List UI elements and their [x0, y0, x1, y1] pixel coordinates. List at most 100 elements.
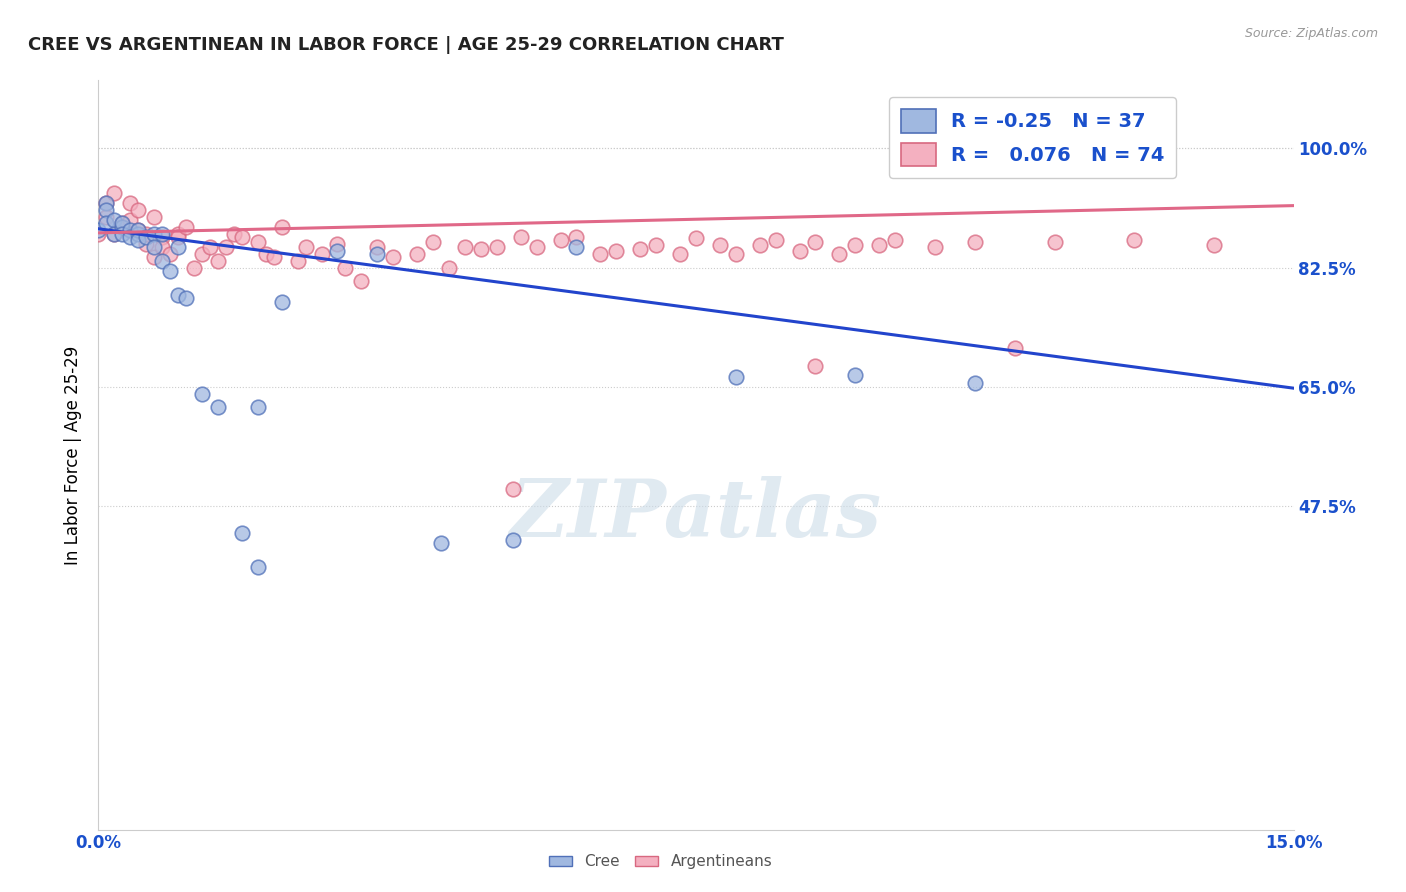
Point [263, 251, 285, 265]
Point [270, 219, 292, 234]
Point [526, 240, 548, 254]
Point [502, 533, 524, 547]
Point [167, 230, 190, 244]
Point [470, 242, 492, 256]
Point [804, 359, 827, 374]
Point [143, 240, 166, 254]
Point [191, 247, 214, 261]
Point [565, 240, 588, 254]
Point [159, 247, 181, 261]
Point [120, 223, 142, 237]
Point [127, 233, 149, 247]
Point [605, 244, 627, 258]
Point [191, 386, 214, 401]
Point [127, 202, 149, 217]
Point [254, 247, 277, 261]
Point [382, 251, 405, 265]
Point [167, 288, 190, 302]
Point [174, 291, 197, 305]
Point [135, 230, 157, 244]
Point [963, 376, 986, 391]
Point [335, 260, 357, 275]
Point [709, 238, 731, 252]
Point [231, 230, 253, 244]
Point [103, 227, 125, 241]
Point [103, 227, 125, 241]
Point [454, 240, 477, 254]
Point [135, 227, 157, 241]
Point [167, 227, 190, 241]
Point [311, 247, 333, 261]
Point [231, 526, 253, 541]
Point [96, 202, 118, 217]
Text: CREE VS ARGENTINEAN IN LABOR FORCE | AGE 25-29 CORRELATION CHART: CREE VS ARGENTINEAN IN LABOR FORCE | AGE… [28, 36, 785, 54]
Point [246, 235, 269, 250]
Point [924, 240, 946, 254]
Point [150, 253, 173, 268]
Point [167, 240, 190, 254]
Point [502, 482, 524, 496]
Point [207, 253, 229, 268]
Point [350, 274, 373, 288]
Point [326, 236, 349, 251]
Point [198, 240, 221, 254]
Point [103, 186, 125, 200]
Point [437, 260, 460, 275]
Point [565, 230, 588, 244]
Point [366, 240, 388, 254]
Y-axis label: In Labor Force | Age 25-29: In Labor Force | Age 25-29 [65, 345, 83, 565]
Point [422, 235, 444, 250]
Point [111, 216, 134, 230]
Point [724, 247, 747, 261]
Point [143, 251, 166, 265]
Point [1004, 341, 1026, 355]
Point [1202, 238, 1225, 252]
Point [120, 195, 142, 210]
Point [103, 213, 125, 227]
Point [96, 216, 118, 230]
Point [111, 227, 134, 241]
Point [430, 536, 453, 550]
Point [127, 223, 149, 237]
Point [804, 235, 827, 250]
Point [183, 260, 205, 275]
Point [765, 233, 787, 247]
Point [884, 233, 907, 247]
Point [485, 240, 508, 254]
Point [143, 227, 166, 241]
Legend: Cree, Argentineans: Cree, Argentineans [543, 848, 779, 875]
Point [143, 210, 166, 224]
Point [246, 560, 269, 574]
Point [550, 233, 572, 247]
Point [789, 244, 811, 258]
Point [127, 223, 149, 237]
Point [628, 242, 651, 256]
Point [406, 247, 429, 261]
Point [509, 230, 531, 244]
Point [685, 231, 707, 245]
Point [174, 219, 197, 234]
Point [87, 223, 110, 237]
Point [844, 238, 866, 252]
Point [963, 235, 986, 250]
Point [111, 219, 134, 234]
Point [111, 216, 134, 230]
Point [270, 294, 292, 309]
Point [326, 244, 349, 258]
Point [111, 219, 134, 234]
Point [215, 240, 238, 254]
Point [1123, 233, 1146, 247]
Point [246, 401, 269, 415]
Text: Source: ZipAtlas.com: Source: ZipAtlas.com [1244, 27, 1378, 40]
Point [96, 210, 118, 224]
Text: ZIPatlas: ZIPatlas [510, 476, 882, 554]
Point [828, 247, 851, 261]
Point [868, 238, 890, 252]
Point [1043, 235, 1066, 250]
Legend: R = -0.25   N = 37, R =   0.076   N = 74: R = -0.25 N = 37, R = 0.076 N = 74 [889, 97, 1177, 178]
Point [127, 227, 149, 241]
Point [222, 227, 245, 241]
Point [96, 195, 118, 210]
Point [669, 247, 692, 261]
Point [724, 369, 747, 384]
